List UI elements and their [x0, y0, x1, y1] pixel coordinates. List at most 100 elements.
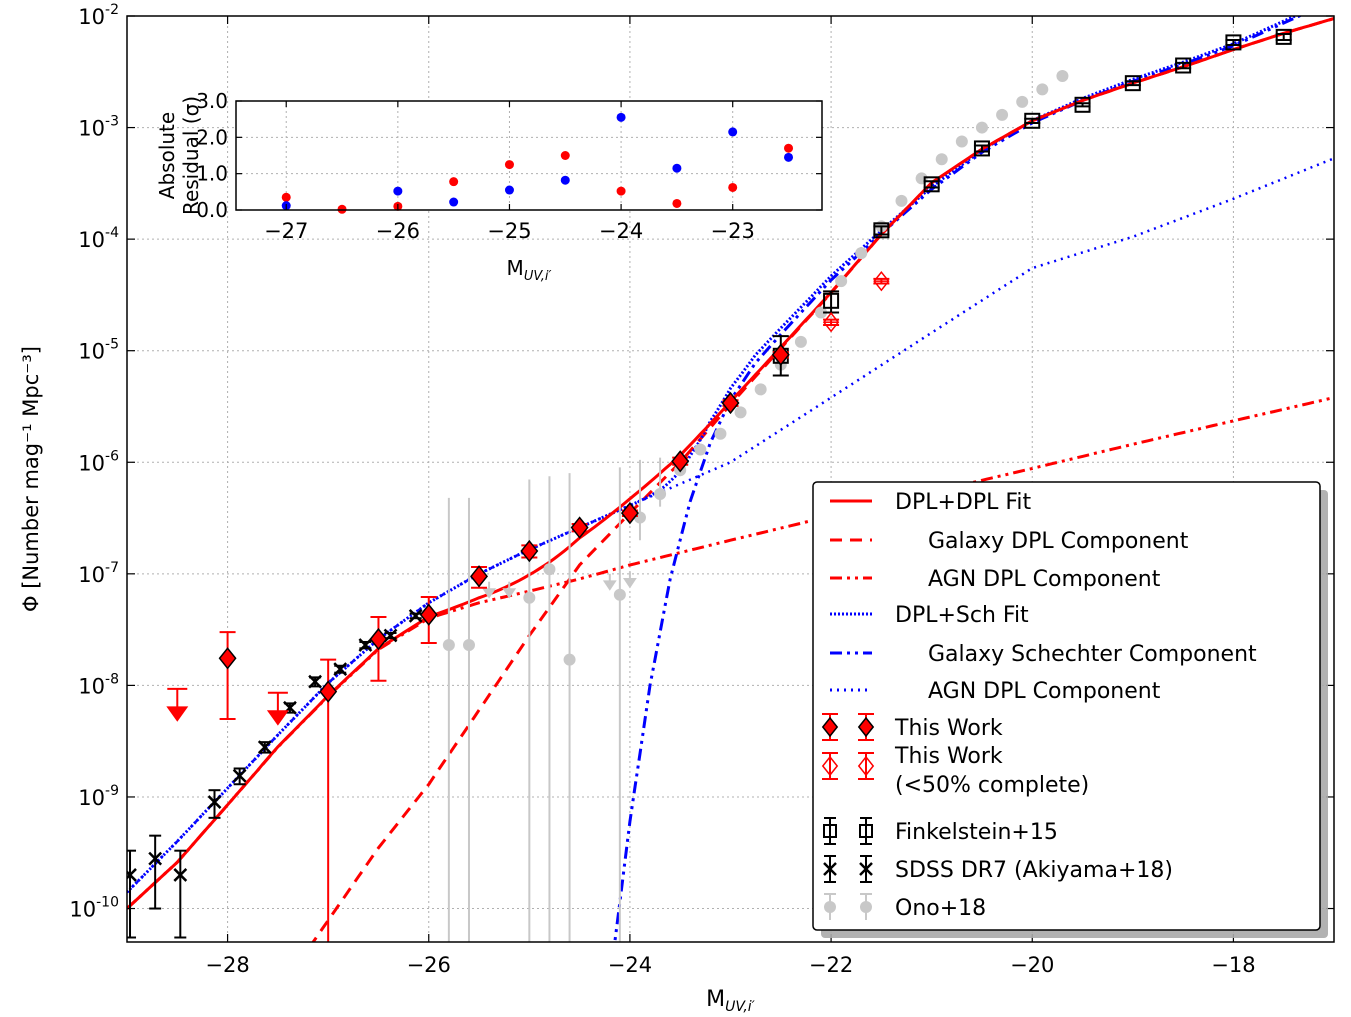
inset-y-axis-label-line1: Absolute	[155, 112, 179, 199]
thiswork-point	[620, 501, 639, 525]
legend-label-0: DPL+DPL Fit	[895, 490, 1032, 515]
inset-point-dpl-sch	[672, 163, 682, 173]
inset-x-tick-label: −24	[599, 219, 643, 243]
inset-point-dpl-sch	[449, 197, 459, 207]
y-tick-base: 10	[78, 786, 105, 810]
main-plot-frame	[126, 15, 1335, 943]
y-tick-base: 10	[69, 898, 96, 922]
inset-point-dpl-dpl	[560, 151, 570, 160]
thiswork-point	[570, 516, 589, 539]
sdss-point	[408, 608, 423, 623]
legend-square-marker	[859, 824, 873, 838]
legend-label-8: Finkelstein+15	[895, 820, 1058, 845]
ono18-upper-limit	[602, 573, 617, 591]
plot-area	[127, 16, 1334, 942]
galaxy-schechter-curve	[613, 16, 1303, 942]
sdss-point-stroke	[232, 768, 247, 783]
sdss-point-stroke	[333, 662, 348, 676]
legend-label-7-line2: (<50% complete)	[895, 773, 1089, 798]
y-tick-exponent: -7	[105, 560, 119, 576]
thiswork-incomplete-point	[822, 312, 840, 333]
finkelstein-point	[1225, 34, 1242, 51]
y-tick-label: 10-2	[78, 2, 119, 29]
legend-label-4: Galaxy Schechter Component	[928, 642, 1257, 667]
ono18-point	[613, 588, 626, 601]
legend-diamond-marker	[821, 716, 839, 738]
ono18-upper-limit-head	[602, 580, 617, 591]
legend-label-3: DPL+Sch Fit	[895, 603, 1029, 628]
y-tick-label: 10-9	[78, 783, 119, 810]
ono18-point	[915, 172, 928, 185]
y-tick-label: 10-7	[78, 560, 119, 587]
thiswork-incomplete-marker	[873, 270, 890, 292]
x-tick-label: −24	[608, 953, 652, 977]
legend-label-10: Ono+18	[895, 896, 986, 921]
inset-y-tick-label: 2.0	[196, 125, 228, 149]
thiswork-upper-limit-head	[266, 710, 289, 726]
inset-point-dpl-sch	[728, 127, 738, 137]
y-tick-base: 10	[78, 674, 105, 698]
ono18-point	[996, 108, 1009, 121]
sdss-point-stroke	[358, 638, 373, 652]
inset-y-tick-label: 3.0	[196, 89, 228, 113]
sdss-point	[308, 674, 322, 689]
inset-point-dpl-dpl	[281, 192, 291, 202]
y-tick-label: 10-5	[78, 337, 119, 364]
inset-point-dpl-dpl	[449, 177, 459, 187]
inset-point-dpl-sch	[616, 112, 626, 122]
finkelstein-point	[873, 222, 890, 239]
ono18-upper-limit	[502, 581, 517, 599]
ono18-upper-limit-head	[622, 577, 637, 589]
legend-x-marker	[823, 862, 837, 876]
x-tick-label: −22	[809, 953, 853, 977]
ono18-point	[895, 194, 908, 207]
thiswork-point	[218, 647, 237, 670]
x-tick-label: −28	[205, 953, 249, 977]
thiswork-point	[671, 450, 690, 473]
legend-square-marker	[823, 824, 837, 838]
ono18-point	[754, 383, 767, 396]
inset-y-tick-label: 0.0	[196, 198, 228, 222]
sdss-point-stroke	[148, 851, 163, 866]
finkelstein-point	[1275, 28, 1292, 45]
inset-point-dpl-sch	[784, 152, 794, 162]
y-tick-exponent: -2	[105, 2, 119, 18]
y-tick-exponent: -8	[105, 671, 119, 687]
legend-circle-marker	[824, 901, 836, 913]
x-tick-label: −18	[1211, 953, 1255, 977]
inset-point-dpl-sch	[560, 175, 570, 185]
y-tick-base: 10	[78, 563, 105, 587]
sdss-point	[257, 740, 272, 754]
inset-point-dpl-dpl	[728, 182, 738, 192]
sdss-point	[127, 868, 137, 882]
inset-x-tick-label: −25	[487, 219, 531, 243]
ono18-point	[815, 306, 828, 319]
ono18-upper-limit	[622, 571, 637, 589]
legend-diamond-marker	[821, 755, 839, 777]
ono18-point	[734, 406, 747, 419]
y-tick-label: 10-6	[78, 448, 119, 475]
legend: DPL+DPL Fit Galaxy DPL Component AGN DPL C…	[812, 481, 1328, 938]
inset-x-axis-label-sub: UV,i′	[524, 269, 552, 284]
thiswork-incomplete-point	[873, 270, 890, 292]
sdss-point	[207, 795, 222, 809]
legend-label-5: AGN DPL Component	[928, 679, 1161, 704]
legend-circle-marker	[860, 901, 872, 913]
finkelstein-point	[1124, 75, 1141, 92]
sdss-point-stroke	[308, 674, 322, 689]
ono18-upper-limit	[482, 581, 497, 599]
sdss-point	[148, 851, 163, 866]
finkelstein-point	[823, 292, 840, 309]
ono18-point	[523, 591, 536, 604]
legend-x-marker-stroke	[859, 862, 873, 876]
y-tick-exponent: -3	[105, 114, 119, 130]
ono18-upper-limit-head	[502, 588, 517, 599]
data-points	[127, 28, 1292, 942]
y-tick-base: 10	[78, 451, 105, 475]
sdss-point-stroke	[207, 795, 222, 809]
thiswork-point	[369, 627, 388, 651]
ono18-point	[694, 443, 707, 456]
inset-frame	[235, 100, 823, 211]
sdss-point	[173, 868, 188, 882]
